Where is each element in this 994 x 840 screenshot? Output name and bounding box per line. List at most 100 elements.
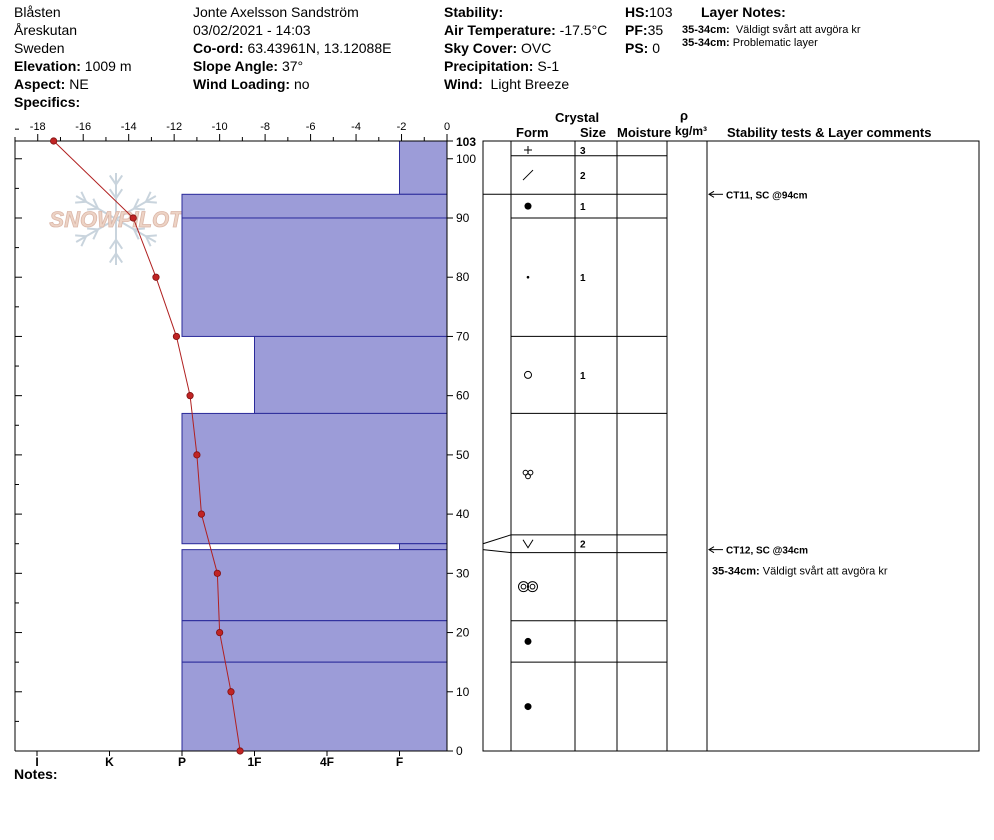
precip-field: Precipitation: S-1 — [444, 58, 559, 74]
density-rho-header: ρ — [680, 108, 689, 123]
hardness-tick-label-3: 1F — [247, 755, 261, 769]
crystal-form-smalldot-icon — [526, 275, 530, 279]
layer-note-1-text: Väldigt svårt att avgöra kr — [735, 24, 861, 36]
stability-arrow-head-1 — [708, 546, 715, 554]
layer-note-2: 35-34cm: Problematic layer — [682, 37, 818, 50]
circle-shape — [524, 370, 532, 379]
snowflake-branch-1-0-0 — [87, 207, 99, 211]
size-header: Size — [580, 125, 607, 140]
snowflake-branch-1-1-1 — [80, 191, 88, 203]
hs-label: HS: — [625, 4, 650, 20]
temperature-point-7 — [213, 569, 221, 577]
snowflake-branch-1-1-0 — [75, 200, 87, 204]
crystal-size-6: 2 — [580, 540, 586, 551]
crystal-form-dot-icon — [524, 202, 532, 210]
layer-note-2-range: 35-34cm: — [682, 37, 730, 49]
hardness-layers — [181, 140, 448, 752]
snowflake-branch-2-1-0 — [80, 235, 88, 247]
snowflake-branch-2-1-1 — [75, 234, 87, 238]
crystal-form-circle-icon — [524, 370, 532, 379]
small-dot-shape — [526, 275, 530, 279]
coord-field: Co-ord: 63.43961N, 13.12088E — [193, 40, 391, 56]
layer-comment-text: Väldigt svårt att avgöra kr — [760, 565, 888, 577]
crystal-size-2: 1 — [580, 202, 586, 213]
temp-tick-label-6: -6 — [306, 121, 316, 133]
crystal-form-vee-icon — [522, 539, 534, 549]
snowflake-branch-0-0-1 — [115, 188, 124, 199]
snowflake-branch-0-1-1 — [115, 174, 124, 186]
observer-name: Jonte Axelsson Sandström — [193, 4, 359, 20]
crystal-size-3: 1 — [580, 273, 586, 284]
cluster-c — [525, 473, 531, 480]
hardness-layer-6 — [399, 543, 448, 551]
ring-a-inner — [520, 583, 527, 590]
hardness-tick-label-0: I — [35, 755, 38, 769]
slash-line — [522, 169, 534, 181]
area-name: Åreskutan — [14, 22, 78, 38]
chart-axes: -18 -16 -14 -12 -10 -8 -6 -4 -2 0 0 10 20 30 40 50 60 70 8… — [14, 121, 476, 769]
height-tick-label-3: 30 — [456, 566, 470, 580]
height-tick-label-7: 70 — [456, 329, 470, 343]
hardness-tick-label-4: 4F — [320, 755, 334, 769]
crystal-size-0: 3 — [580, 146, 586, 157]
ps-field: PS: 0 — [625, 40, 660, 56]
hardness-tick-label-1: K — [105, 755, 114, 769]
layer-notes-label: Layer Notes: — [701, 4, 786, 20]
crystal-form-double-ring-icon — [518, 581, 538, 593]
aspect-value: NE — [69, 76, 89, 92]
ring-b-inner — [529, 583, 536, 590]
wind-label: Wind: — [444, 76, 483, 92]
stability-test-1: CT12, SC @34cm — [726, 546, 808, 557]
coord-label: Co-ord: — [193, 40, 244, 56]
temperature-point-0 — [50, 137, 58, 145]
snowflake-arm-5 — [115, 195, 157, 220]
ring-b-outer — [527, 581, 538, 593]
snowflake-branch-3-0-0 — [115, 239, 124, 250]
temperature-point-6 — [197, 510, 206, 518]
height-tick-label-2: 20 — [456, 626, 470, 640]
snowflake-icon — [75, 173, 157, 265]
thin-layer-connector-top — [482, 534, 512, 545]
temperature-profile — [50, 137, 244, 755]
pf-value: 35 — [647, 22, 664, 38]
density-unit-header: kg/m³ — [675, 124, 708, 138]
stability-label: Stability: — [444, 4, 504, 20]
snowflake-branch-2-0-1 — [87, 227, 99, 231]
hardness-layer-4 — [254, 335, 448, 414]
crystal-form-dot-icon — [524, 703, 532, 711]
wind-loading-field: Wind Loading: no — [193, 76, 310, 92]
temp-tick-label-5: -8 — [260, 121, 270, 133]
crystal-form-dot-icon — [524, 637, 532, 645]
precip-label: Precipitation: — [444, 58, 534, 74]
crystal-size-1: 2 — [580, 171, 586, 182]
layer-comment-range: 35-34cm: — [712, 565, 760, 577]
thin-layer-connector-bottom — [482, 549, 512, 554]
crystal-form-plus-icon — [524, 146, 532, 154]
stability-comments-header: Stability tests & Layer comments — [727, 125, 932, 140]
snowflake-branch-4-0-1 — [133, 228, 140, 240]
snowflake-branch-0-1-0 — [108, 174, 117, 186]
hardness-tick-label-5: F — [396, 755, 403, 769]
temperature-point-2 — [152, 273, 160, 281]
snowflake-arm-1 — [75, 195, 117, 220]
snowflake-branch-3-1-1 — [108, 252, 117, 264]
stability-field: Stability: — [444, 4, 503, 20]
height-top-label: 103 — [456, 135, 476, 149]
crystal-table: 3 2 1 1 1 2 CT11, SC @94cm CT12, SC @34cm 35-34c… — [482, 140, 980, 752]
hardness-layer-9 — [181, 661, 448, 752]
snowpilot-watermark: SNOWPILOT — [49, 173, 185, 265]
temperature-point-5 — [193, 451, 201, 459]
temp-tick-label-0: -18 — [30, 121, 46, 133]
elevation-value: 1009 m — [84, 58, 132, 74]
air-temp-value: -17.5°C — [559, 22, 608, 38]
temperature-point-9 — [227, 688, 235, 696]
snowflake-branch-4-1-0 — [145, 234, 157, 238]
wind-loading-value: no — [293, 76, 310, 92]
aspect-field: Aspect: NE — [14, 76, 89, 92]
hardness-layer-2 — [181, 193, 448, 219]
temperature-point-4 — [186, 392, 194, 400]
height-tick-label-0: 0 — [456, 744, 463, 758]
snowflake-branch-5-0-0 — [133, 198, 140, 210]
air-temp-label: Air Temperature: — [444, 22, 556, 38]
layer-comment-0: 35-34cm: Väldigt svårt att avgöra kr — [712, 565, 888, 577]
